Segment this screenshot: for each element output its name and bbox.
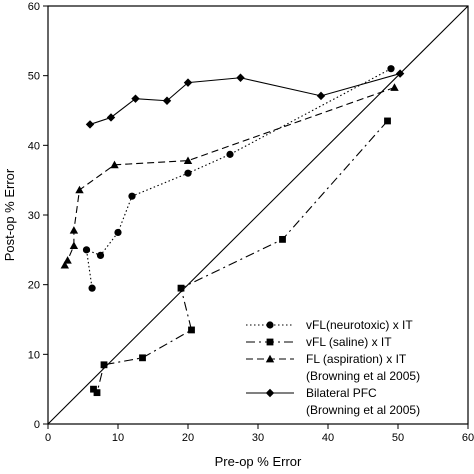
data-point-circle [226, 150, 234, 158]
series-line [64, 86, 395, 266]
data-point-diamond [395, 69, 405, 78]
data-point-diamond [106, 113, 116, 122]
data-point-square [139, 354, 146, 362]
series-4 [85, 69, 405, 129]
data-point-square [279, 235, 286, 243]
y-tick-label: 0 [34, 419, 40, 431]
legend-item-2: vFL (saline) x IT [246, 335, 392, 349]
legend-label: vFL (saline) x IT [306, 335, 392, 349]
series-3 [60, 83, 399, 269]
data-point-triangle [60, 260, 69, 269]
series-layer [60, 65, 405, 397]
data-point-circle [114, 228, 122, 237]
y-tick-label: 10 [28, 349, 40, 361]
y-tick-label: 60 [28, 1, 40, 13]
x-tick-label: 50 [392, 432, 404, 444]
legend-item-3: FL (aspiration) x IT (Browning et al 2005… [246, 352, 420, 383]
legend-label-line2: (Browning et al 2005) [306, 403, 420, 417]
x-tick-label: 60 [462, 432, 474, 444]
data-point-circle [128, 192, 136, 200]
series-1 [82, 65, 395, 292]
legend-marker-diamond [265, 388, 275, 398]
series-line [89, 73, 401, 125]
data-point-square [93, 389, 101, 397]
y-tick-label: 20 [28, 280, 40, 292]
data-point-square [177, 284, 185, 292]
data-point-diamond [131, 94, 140, 103]
legend-marker-square [266, 338, 274, 346]
data-point-diamond [236, 73, 245, 82]
data-point-circle [82, 246, 91, 254]
x-tick-label: 10 [112, 432, 124, 444]
data-point-circle [387, 65, 395, 73]
data-point-triangle [69, 241, 79, 250]
data-point-diamond [162, 96, 172, 105]
data-point-diamond [85, 120, 95, 129]
legend-item-1: vFL(neurotoxic) x IT [246, 318, 413, 332]
data-point-triangle [183, 156, 193, 165]
y-axis-label: Post-op % Error [2, 168, 17, 261]
x-tick-label: 0 [45, 432, 51, 444]
x-axis-label: Pre-op % Error [215, 454, 302, 469]
legend-label: Bilateral PFC [306, 386, 377, 400]
ticks: 0 10 20 30 40 50 60 0 10 20 30 40 50 60 [28, 1, 474, 444]
data-point-triangle [75, 185, 84, 194]
legend-marker-triangle [265, 354, 275, 363]
y-tick-label: 50 [28, 71, 40, 83]
legend: vFL(neurotoxic) x IT vFL (saline) x IT FL … [246, 318, 420, 417]
legend-label-line2: (Browning et al 2005) [306, 369, 420, 383]
data-point-circle [88, 284, 96, 292]
legend-label: FL (aspiration) x IT [306, 352, 407, 366]
legend-item-4: Bilateral PFC (Browning et al 2005) [246, 386, 420, 417]
legend-label: vFL(neurotoxic) x IT [306, 318, 413, 332]
series-2 [90, 117, 391, 397]
data-point-triangle [390, 83, 399, 91]
data-point-diamond [316, 91, 326, 101]
data-point-triangle [69, 226, 79, 234]
data-point-square [384, 117, 391, 125]
y-tick-label: 40 [28, 140, 40, 152]
data-point-triangle [110, 160, 119, 169]
legend-marker-circle [266, 321, 274, 329]
data-point-diamond [183, 78, 193, 87]
data-point-triangle [63, 256, 72, 264]
data-point-circle [96, 251, 105, 260]
data-point-square [100, 361, 108, 369]
data-point-square [90, 385, 97, 393]
x-tick-label: 40 [322, 432, 334, 444]
x-tick-label: 30 [252, 432, 264, 444]
y-tick-label: 30 [28, 210, 40, 222]
x-tick-label: 20 [182, 432, 194, 444]
series-line [93, 120, 388, 394]
data-point-square [188, 326, 195, 334]
data-point-circle [184, 169, 192, 177]
